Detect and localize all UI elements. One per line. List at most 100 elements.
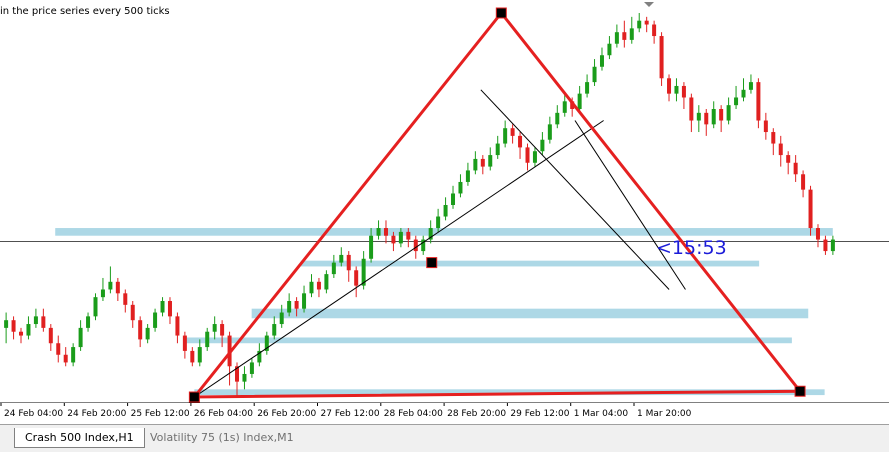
candle-21 — [160, 301, 165, 313]
candle-36 — [272, 324, 277, 336]
candle-85 — [637, 20, 642, 29]
trendline-1 — [480, 89, 670, 290]
x-tick-label-10: 1 Mar 20:00 — [637, 409, 692, 419]
candle-103 — [771, 132, 776, 144]
candle-73 — [547, 124, 552, 140]
candle-countdown: <15:53 — [656, 237, 727, 259]
candle-99 — [741, 89, 746, 98]
zone-3 — [186, 337, 792, 344]
zone-1 — [300, 260, 760, 267]
pattern-point-A — [188, 391, 200, 403]
trendline-2 — [574, 120, 686, 290]
candle-1 — [11, 320, 16, 332]
x-tick-label-1: 24 Feb 20:00 — [67, 409, 126, 419]
candle-42 — [316, 281, 321, 290]
candle-20 — [153, 312, 158, 328]
candle-66 — [495, 143, 500, 156]
trendline-0 — [194, 120, 604, 398]
candle-50 — [376, 228, 381, 236]
zone-2 — [251, 308, 809, 319]
candle-64 — [480, 158, 485, 167]
x-tick-label-2: 25 Feb 12:00 — [131, 409, 190, 419]
candle-107 — [801, 174, 806, 190]
candle-17 — [130, 304, 135, 321]
candle-96 — [719, 109, 724, 121]
candle-55 — [413, 239, 418, 252]
candle-44 — [331, 262, 336, 275]
candle-37 — [279, 312, 284, 325]
candle-100 — [748, 82, 753, 90]
candle-104 — [778, 143, 783, 156]
candle-101 — [756, 82, 761, 121]
candle-84 — [629, 28, 634, 40]
candle-69 — [518, 135, 523, 148]
candle-53 — [398, 231, 403, 244]
candle-88 — [659, 36, 664, 79]
tab-crash-500-index[interactable]: Crash 500 Index,H1 — [14, 428, 145, 448]
candle-57 — [428, 228, 433, 240]
tab-volatility-75-index[interactable]: Volatility 75 (1s) Index,M1 — [150, 431, 294, 444]
candle-41 — [309, 281, 314, 294]
candle-97 — [726, 105, 731, 121]
zone-0 — [55, 228, 833, 236]
x-tick-label-8: 29 Feb 12:00 — [510, 409, 569, 419]
candle-26 — [197, 347, 202, 363]
candle-54 — [406, 231, 411, 240]
candle-77 — [577, 93, 582, 109]
candle-70 — [525, 147, 530, 163]
candle-47 — [354, 270, 359, 286]
candle-58 — [436, 216, 441, 229]
chart-area[interactable] — [0, 0, 889, 404]
chart-tab-bar: Crash 500 Index,H1 Volatility 75 (1s) In… — [0, 424, 889, 452]
candle-39 — [294, 301, 299, 309]
candle-28 — [212, 324, 217, 332]
candle-109 — [815, 228, 820, 240]
candle-78 — [585, 82, 590, 94]
x-tick-label-4: 26 Feb 20:00 — [257, 409, 316, 419]
candle-61 — [458, 181, 463, 194]
candle-56 — [421, 239, 426, 252]
candle-89 — [667, 78, 672, 94]
price-chart[interactable] — [0, 0, 889, 404]
candle-94 — [704, 112, 709, 125]
candle-95 — [711, 109, 716, 125]
candle-75 — [562, 101, 567, 113]
candle-80 — [599, 55, 604, 67]
candle-23 — [175, 316, 180, 336]
candle-7 — [56, 343, 61, 355]
candle-12 — [93, 297, 98, 317]
candle-86 — [644, 20, 649, 25]
candle-46 — [346, 254, 351, 271]
candle-14 — [108, 281, 113, 290]
x-axis: 24 Feb 04:00 24 Feb 20:00 25 Feb 12:00 26 F… — [0, 403, 692, 419]
candle-83 — [622, 32, 627, 40]
candle-82 — [614, 32, 619, 44]
pattern-point-mid — [426, 257, 438, 269]
candle-8 — [63, 354, 68, 363]
candle-0 — [4, 320, 9, 328]
candle-33 — [249, 362, 254, 374]
scroll-marker-icon — [644, 2, 654, 7]
candle-102 — [763, 120, 768, 133]
candle-15 — [115, 281, 120, 294]
candle-31 — [235, 366, 240, 382]
x-tick-label-7: 28 Feb 20:00 — [447, 409, 506, 419]
candle-106 — [793, 162, 798, 175]
candle-6 — [48, 327, 53, 344]
x-tick-label-6: 28 Feb 04:00 — [384, 409, 443, 419]
harmonic-pattern — [191, 10, 804, 399]
x-tick-label-5: 27 Feb 12:00 — [321, 409, 380, 419]
candle-25 — [190, 350, 195, 363]
candle-9 — [71, 347, 76, 363]
candle-16 — [123, 293, 128, 305]
candle-93 — [696, 112, 701, 121]
x-tick-label-0: 24 Feb 04:00 — [4, 409, 63, 419]
candle-48 — [361, 258, 366, 286]
candle-43 — [324, 274, 329, 290]
candle-40 — [302, 293, 307, 309]
candle-4 — [33, 316, 38, 325]
candle-111 — [830, 239, 835, 252]
candle-18 — [138, 320, 143, 340]
candle-24 — [182, 335, 187, 351]
candle-87 — [652, 24, 657, 37]
